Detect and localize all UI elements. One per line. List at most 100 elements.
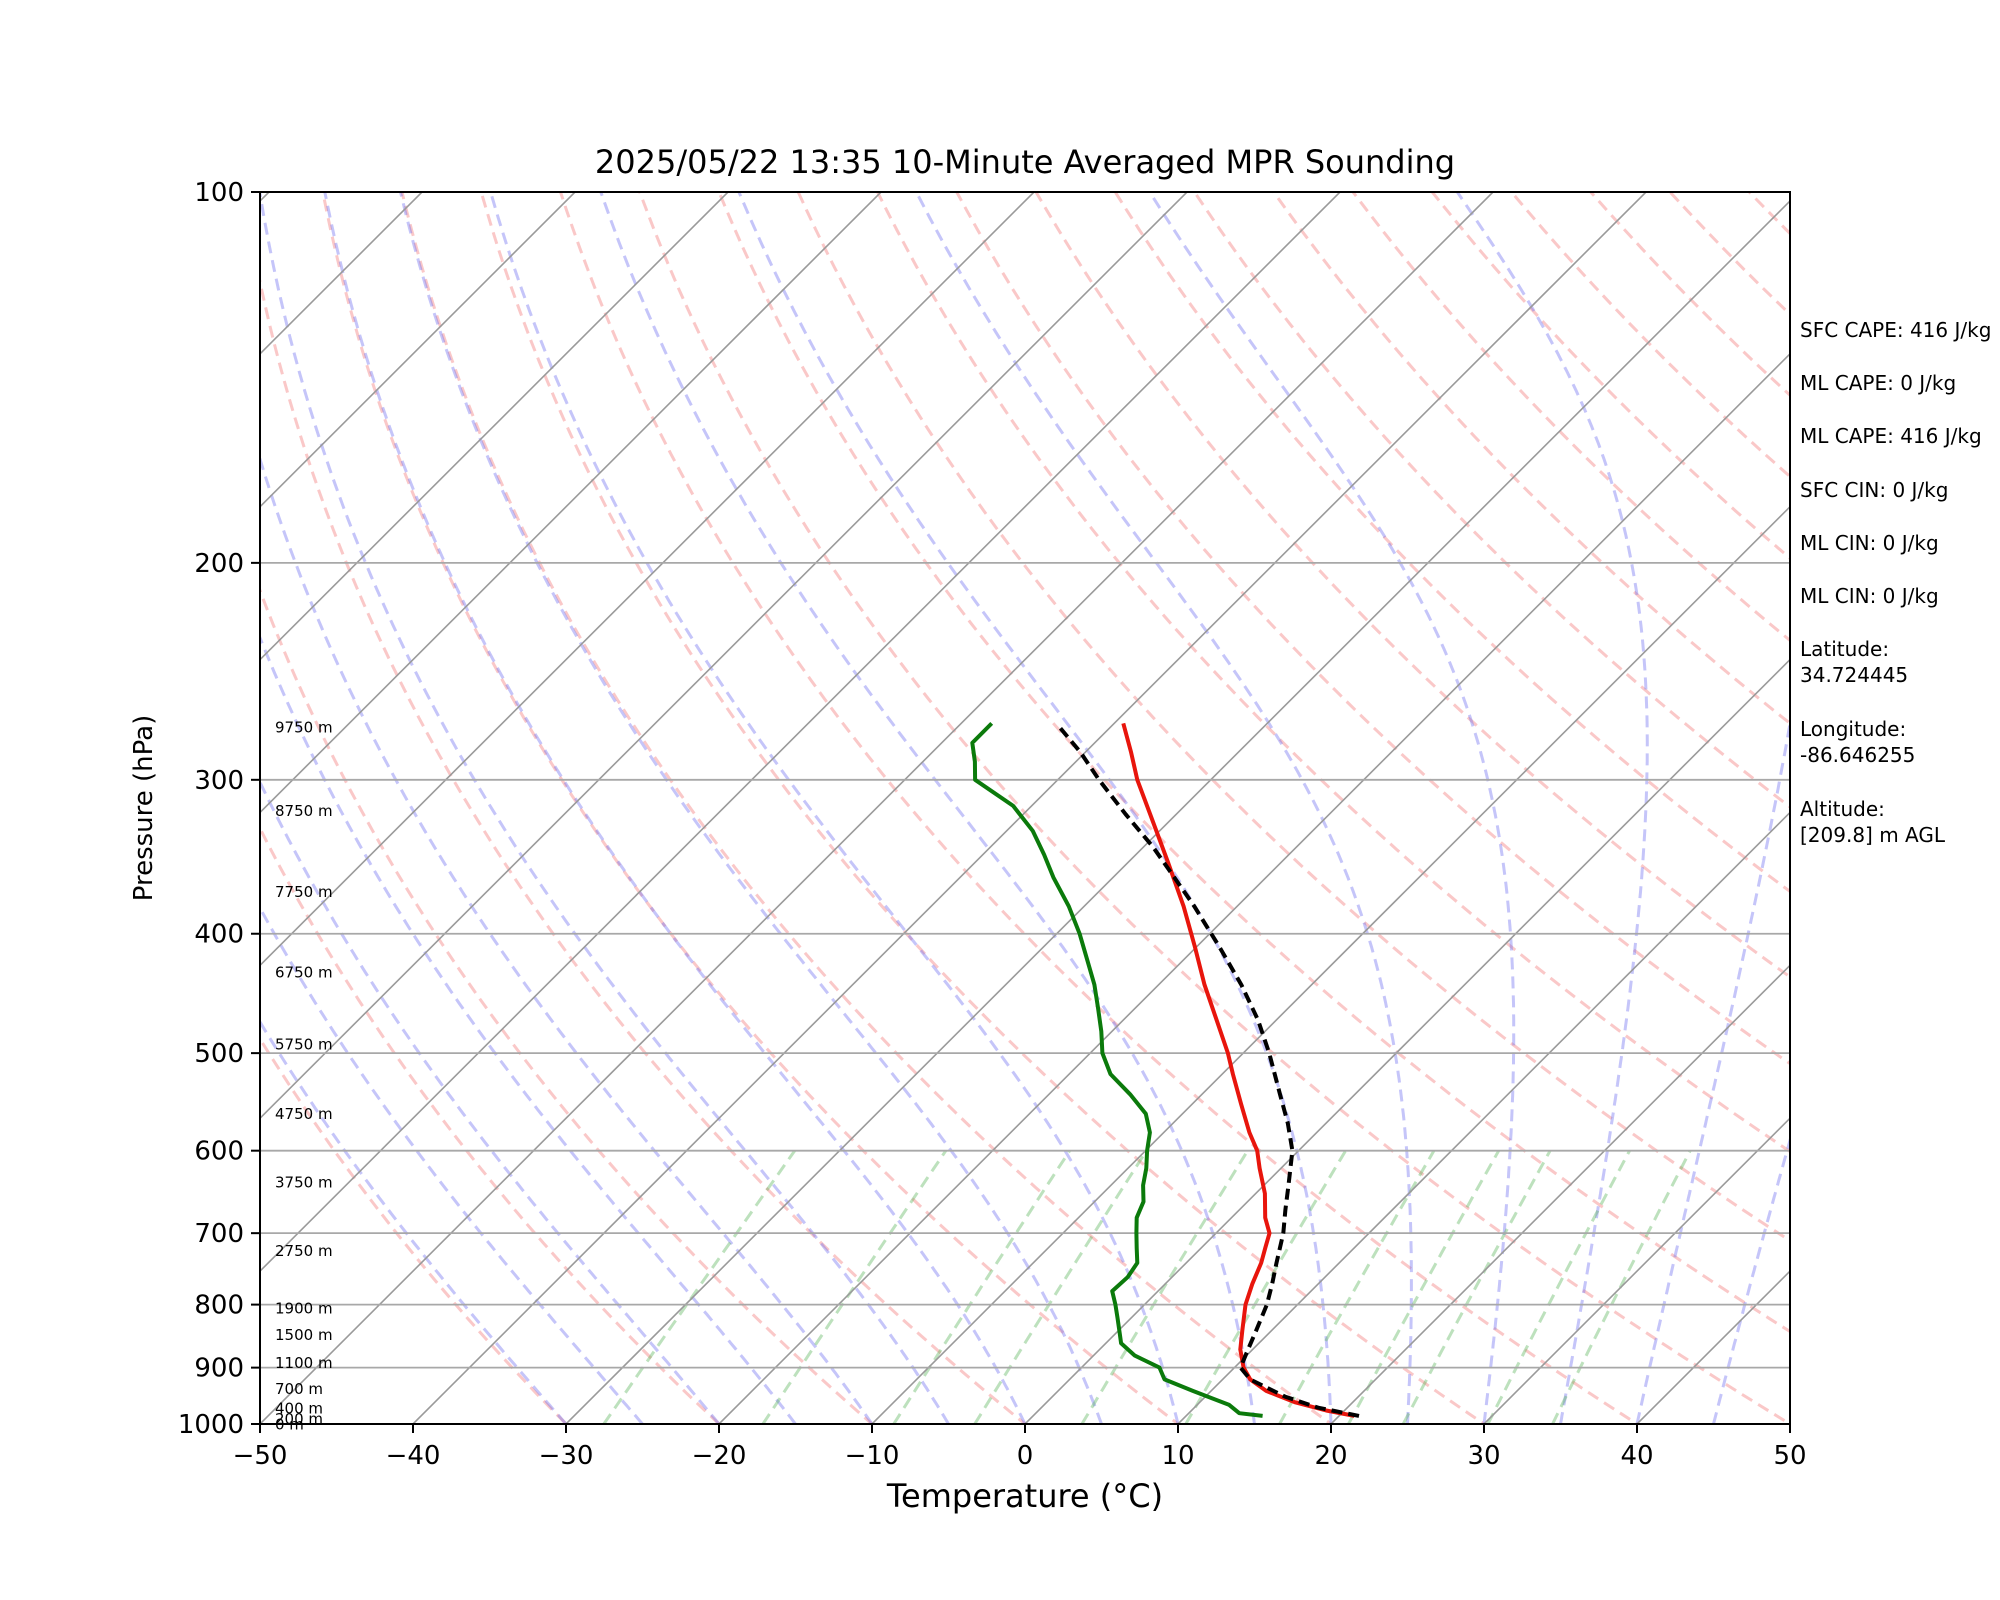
dry-adiabat xyxy=(1509,192,1790,479)
y-tick-label: 700 xyxy=(194,1219,244,1249)
moist-adiabat xyxy=(399,192,1103,1424)
mixing-ratio-line xyxy=(602,1149,796,1424)
isotherm xyxy=(871,505,1790,1424)
y-tick-label: 200 xyxy=(194,549,244,579)
y-tick-label: 600 xyxy=(194,1137,244,1167)
mixing-ratio-line xyxy=(1347,1149,1501,1424)
moist-adiabat xyxy=(1456,192,1649,1424)
x-tick-label: 20 xyxy=(1314,1441,1347,1471)
mixing-ratio-line xyxy=(1080,1149,1249,1424)
isotherm xyxy=(260,192,1341,1273)
dry-adiabat xyxy=(1034,192,1790,979)
y-tick-label: 400 xyxy=(194,920,244,950)
isotherm xyxy=(260,192,1188,1120)
x-tick-label: −10 xyxy=(845,1441,900,1471)
height-label: 400 m xyxy=(275,1399,323,1417)
parcel-path-line xyxy=(1058,726,1360,1418)
dry-adiabat xyxy=(1351,192,1790,643)
dry-adiabat xyxy=(1113,192,1790,894)
altitude-label: Altitude: xyxy=(1800,797,1885,821)
x-tick-label: −50 xyxy=(233,1441,288,1471)
dry-adiabat xyxy=(955,192,1790,1066)
altitude-value: [209.8] m AGL xyxy=(1800,823,1946,847)
y-tick-label: 300 xyxy=(194,766,244,796)
height-label: 700 m xyxy=(275,1380,323,1398)
chart-title: 2025/05/22 13:35 10-Minute Averaged MPR … xyxy=(595,143,1455,181)
longitude-block: Longitude: -86.646255 xyxy=(1800,716,1915,768)
isobar-grid xyxy=(260,561,1790,1369)
dry-adiabat xyxy=(1192,192,1790,809)
dry-adiabat xyxy=(260,1036,569,1424)
x-tick-label: 40 xyxy=(1620,1441,1653,1471)
moist-adiabat xyxy=(323,192,1027,1424)
y-axis-ticks: 100 200 300 400 500 600 700 800 900 1000 xyxy=(178,178,260,1440)
sfc-cin-text: SFC CIN: 0 J/kg xyxy=(1800,478,1949,502)
moist-adiabat xyxy=(260,453,874,1424)
dry-adiabat xyxy=(717,192,1790,1334)
isotherm xyxy=(565,199,1790,1424)
mixing-ratio-line xyxy=(1401,1149,1552,1424)
sounding-info-panel: SFC CAPE: 416 J/kg ML CAPE: 0 J/kg ML CA… xyxy=(1800,0,2000,1600)
dry-adiabat xyxy=(638,192,1790,1424)
sfc-cape-text: SFC CAPE: 416 J/kg xyxy=(1800,318,1992,342)
isotherm xyxy=(260,192,1035,967)
latitude-label: Latitude: xyxy=(1800,637,1890,661)
height-label: 7750 m xyxy=(275,883,333,901)
y-tick-label: 900 xyxy=(194,1354,244,1384)
x-tick-label: −40 xyxy=(386,1441,441,1471)
moist-adiabat xyxy=(260,904,644,1424)
moist-adiabat xyxy=(1148,192,1516,1424)
dry-adiabat xyxy=(479,192,1487,1424)
dry-adiabat xyxy=(400,192,1334,1424)
mixing-ratio-line xyxy=(973,1149,1148,1424)
dry-adiabat xyxy=(1588,192,1790,398)
moist-adiabat xyxy=(489,192,1180,1424)
y-tick-label: 800 xyxy=(194,1291,244,1321)
ml-cape-text-2: ML CAPE: 416 J/kg xyxy=(1800,424,1982,448)
dry-adiabat xyxy=(796,192,1790,1243)
mixing-ratio-line xyxy=(892,1149,1071,1424)
background-lines xyxy=(260,192,1790,1424)
height-label: 3750 m xyxy=(275,1174,333,1192)
dry-adiabat xyxy=(321,192,1181,1424)
dry-adiabat xyxy=(875,192,1790,1154)
dry-adiabat xyxy=(260,274,1028,1424)
height-label: 8750 m xyxy=(275,802,333,820)
isotherm xyxy=(1177,811,1790,1424)
moist-adiabat xyxy=(1635,715,1790,1424)
x-tick-label: 0 xyxy=(1017,1441,1034,1471)
y-tick-label: 1000 xyxy=(178,1410,244,1440)
longitude-value: -86.646255 xyxy=(1800,743,1916,767)
mixing-ratio-line xyxy=(1184,1149,1347,1424)
latitude-value: 34.724445 xyxy=(1800,663,1909,687)
x-tick-label: −30 xyxy=(539,1441,594,1471)
isotherm xyxy=(1330,964,1790,1424)
dry-adiabat xyxy=(260,825,722,1424)
isotherm xyxy=(718,352,1790,1424)
dewpoint-line xyxy=(970,721,1263,1418)
mixing-ratio-line xyxy=(1278,1149,1436,1424)
isotherm xyxy=(260,192,729,661)
height-label: 5750 m xyxy=(275,1036,333,1054)
x-tick-label: −20 xyxy=(692,1441,747,1471)
isotherm xyxy=(260,192,576,508)
height-label: 4750 m xyxy=(275,1105,333,1123)
x-axis-ticks: −50 −40 −30 −20 −10 0 10 20 30 40 50 xyxy=(233,1424,1807,1471)
ml-cin-text-2: ML CIN: 0 J/kg xyxy=(1800,584,1939,608)
isotherm xyxy=(412,192,1647,1424)
y-tick-label: 100 xyxy=(194,178,244,208)
moist-adiabat xyxy=(260,192,950,1424)
height-label: 1900 m xyxy=(275,1300,333,1318)
ml-cape-text: ML CAPE: 0 J/kg xyxy=(1800,371,1957,395)
height-label: 9750 m xyxy=(275,718,333,736)
dry-adiabat xyxy=(1430,192,1790,561)
x-axis-label: Temperature (°C) xyxy=(886,1477,1163,1515)
isotherm xyxy=(1024,658,1790,1424)
height-label: 1500 m xyxy=(275,1326,333,1344)
dry-adiabat xyxy=(1271,192,1790,726)
mixing-ratio-line xyxy=(761,1149,948,1424)
latitude-block: Latitude: 34.724445 xyxy=(1800,636,1908,688)
x-tick-label: 10 xyxy=(1161,1441,1194,1471)
dry-adiabat xyxy=(260,586,875,1424)
